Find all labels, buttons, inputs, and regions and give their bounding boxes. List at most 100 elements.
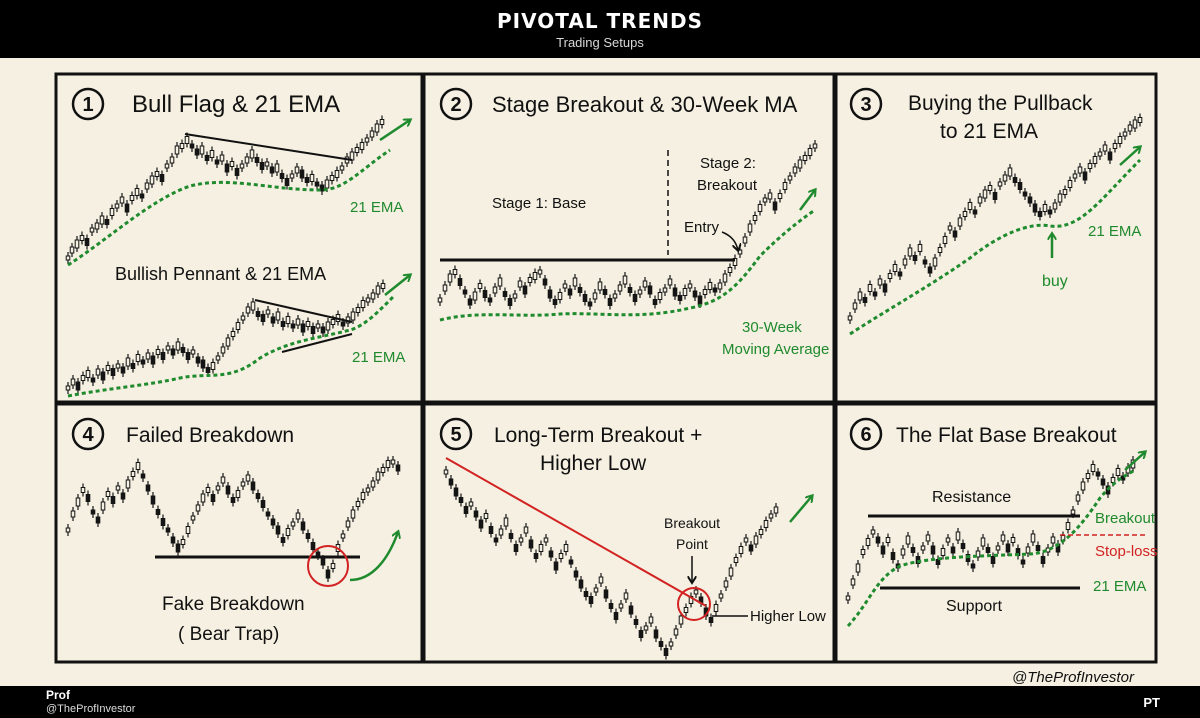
candle-body [587, 301, 593, 307]
candle-body [220, 346, 226, 354]
panel-3-candles [847, 113, 1143, 324]
panel-5-breakout-line1: Breakout [664, 515, 720, 531]
candle-body [942, 236, 948, 244]
candle-body [190, 349, 196, 355]
candle-body [1110, 477, 1116, 483]
candle-body [365, 487, 371, 493]
candle-body [892, 264, 898, 272]
candle-body [65, 255, 71, 261]
candle-body [940, 548, 946, 556]
candle-body [768, 513, 774, 519]
candle-body [375, 285, 381, 295]
panel-3-number-badge [849, 87, 883, 121]
candle-body [887, 273, 893, 279]
candle-body [195, 356, 201, 364]
candle-body [295, 512, 301, 520]
candle-body [457, 278, 463, 286]
panel-3-title-line2: to 21 EMA [940, 120, 1038, 143]
candle-body [852, 302, 858, 310]
candle-body [757, 204, 763, 212]
watermark-handle: @TheProfInvestor [1012, 669, 1135, 686]
candle-body [79, 235, 85, 241]
candle-body [598, 576, 604, 584]
candle-body [1047, 209, 1053, 215]
panel-6-candles [845, 456, 1136, 604]
candle-body [354, 147, 360, 153]
candle-body [987, 185, 993, 191]
candle-body [1037, 211, 1043, 217]
candle-body [249, 149, 255, 159]
candle-body [707, 282, 713, 290]
candle-body [290, 521, 296, 527]
candle-body [603, 589, 609, 599]
candle-body [330, 563, 336, 569]
candle-body [1005, 543, 1011, 553]
candle-body [225, 337, 231, 347]
candle-body [483, 513, 489, 519]
candle-body [1077, 166, 1083, 174]
candle-body [340, 533, 346, 539]
candle-body [907, 247, 913, 257]
candle-body [767, 192, 773, 200]
candle-body [537, 269, 543, 275]
panel-3-title-line1: Buying the Pullback [908, 92, 1093, 115]
panel-2-entry-arrow [721, 231, 738, 250]
candle-body [135, 354, 141, 362]
candle-body [1100, 478, 1106, 486]
candle-body [70, 378, 76, 386]
panel-4-up-arrow [349, 532, 398, 582]
panel-4-caption-line1: Fake Breakdown [162, 594, 305, 615]
candle-body [1007, 167, 1013, 177]
candle-body [329, 175, 335, 181]
candle-body [563, 544, 569, 552]
panel-frames [54, 72, 1158, 664]
candle-body [468, 501, 474, 507]
candle-body [967, 202, 973, 210]
candle-body [274, 163, 280, 173]
candle-body [713, 604, 719, 612]
candle-body [359, 142, 365, 150]
candle-body [84, 238, 90, 246]
candle-body [1025, 546, 1031, 554]
candle-body [437, 297, 443, 303]
candle-body [1022, 191, 1028, 197]
candle-body [254, 157, 260, 163]
candle-body [617, 284, 623, 292]
candle-body [742, 236, 748, 244]
candle-body [622, 275, 628, 285]
candle-body [100, 501, 106, 511]
candle-body [315, 551, 321, 557]
candle-body [149, 175, 155, 185]
candle-body [325, 569, 331, 579]
candle-body [159, 174, 165, 182]
candle-body [472, 291, 478, 301]
candle-body [270, 518, 276, 526]
candle-body [195, 504, 201, 512]
candle-body [478, 519, 484, 529]
candle-body [175, 341, 181, 351]
candle-body [502, 291, 508, 297]
candle-body [653, 629, 659, 639]
panel-1-flag-candles [65, 115, 385, 264]
candle-body [557, 292, 563, 300]
candle-body [180, 539, 186, 545]
candle-body [265, 511, 271, 517]
candle-body [667, 278, 673, 286]
candle-body [1085, 473, 1091, 479]
candle-body [618, 603, 624, 609]
candle-body [602, 289, 608, 295]
candle-body [185, 352, 191, 360]
candle-body [1075, 494, 1081, 502]
footer: Prof @TheProfInvestor PT [0, 686, 1200, 718]
candle-body [442, 284, 448, 292]
candle-body [528, 539, 534, 549]
candle-body [512, 293, 518, 299]
candle-body [125, 479, 131, 489]
candle-body [375, 471, 381, 481]
candle-body [668, 641, 674, 647]
candle-body [245, 306, 251, 314]
candle-body [209, 150, 215, 158]
candle-body [70, 510, 76, 518]
candle-body [320, 558, 326, 566]
panel-2-title: Stage Breakout & 30-Week MA [492, 92, 798, 117]
